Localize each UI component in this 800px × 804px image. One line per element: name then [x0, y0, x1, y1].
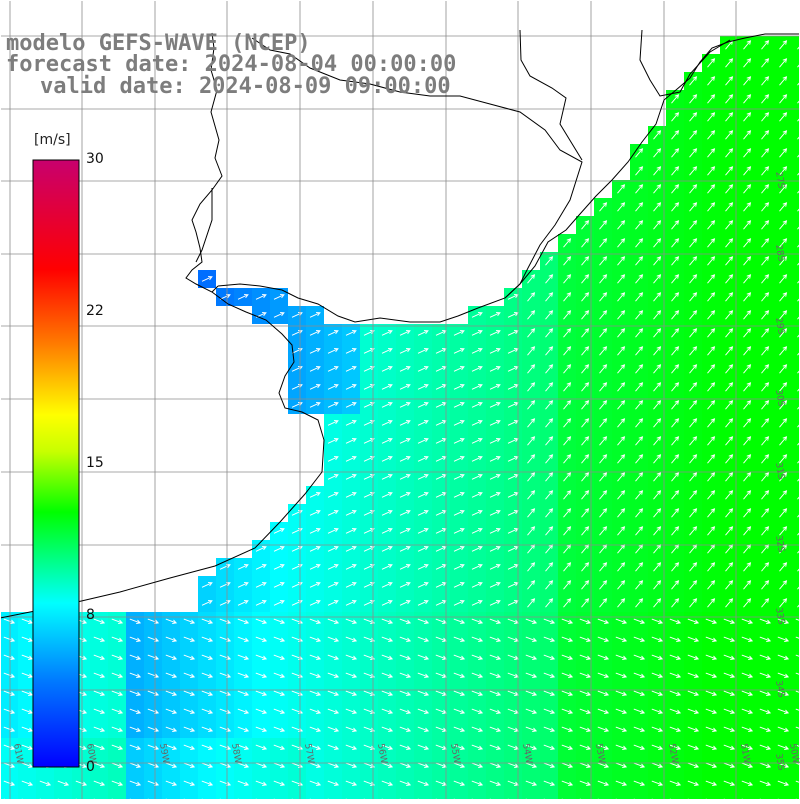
wind-speed-cell: [792, 576, 800, 594]
wind-speed-cell: [792, 144, 800, 162]
wind-speed-cell: [792, 90, 800, 108]
wind-speed-cell: [0, 792, 18, 800]
wind-speed-cell: [396, 792, 414, 800]
wind-speed-cell: [792, 540, 800, 558]
wind-speed-cell: [90, 792, 108, 800]
wind-speed-cell: [198, 792, 216, 800]
colorbar-tick-8: 8: [86, 607, 95, 623]
wind-speed-cell: [144, 792, 162, 800]
wind-speed-cell: [792, 342, 800, 360]
wind-speed-cell: [666, 792, 684, 800]
wind-speed-cell: [792, 252, 800, 270]
wind-speed-cell: [792, 684, 800, 702]
wind-speed-cell: [378, 792, 396, 800]
wind-speed-cell: [540, 792, 558, 800]
wind-speed-cell: [252, 792, 270, 800]
wind-speed-cell: [324, 792, 342, 800]
wind-speed-cell: [792, 774, 800, 792]
wind-speed-cell: [522, 792, 540, 800]
wind-speed-cell: [612, 792, 630, 800]
wind-speed-cell: [54, 792, 72, 800]
wind-speed-cell: [792, 288, 800, 306]
wind-speed-cell: [72, 792, 90, 800]
valid-date-title: valid date: 2024-08-09 09:00:00: [40, 76, 451, 98]
wind-speed-cell: [792, 126, 800, 144]
wind-speed-cell: [504, 792, 522, 800]
wind-speed-cell: [630, 792, 648, 800]
wind-speed-cell: [702, 792, 720, 800]
wind-speed-cell: [234, 792, 252, 800]
wind-speed-cell: [792, 612, 800, 630]
colorbar-tick-0: 0: [86, 759, 95, 775]
wind-speed-cell: [594, 792, 612, 800]
wind-speed-cell: [792, 306, 800, 324]
wind-speed-cell: [648, 792, 666, 800]
wind-speed-cell: [36, 792, 54, 800]
wind-speed-cell: [792, 630, 800, 648]
wind-speed-cell: [756, 792, 774, 800]
wind-speed-cell: [792, 414, 800, 432]
colorbar-tick-22: 22: [86, 303, 104, 319]
wind-speed-cell: [792, 54, 800, 72]
wind-speed-cell: [108, 792, 126, 800]
wind-speed-cell: [180, 792, 198, 800]
wind-speed-cell: [558, 792, 576, 800]
wind-speed-cell: [432, 792, 450, 800]
wind-speed-cell: [774, 792, 792, 800]
wind-speed-cell: [288, 792, 306, 800]
wind-speed-cell: [792, 450, 800, 468]
wind-speed-cell: [792, 36, 800, 54]
wind-speed-cell: [792, 108, 800, 126]
wind-speed-cell: [792, 360, 800, 378]
wind-speed-cell: [792, 504, 800, 522]
wind-speed-cell: [450, 792, 468, 800]
wind-speed-cell: [216, 792, 234, 800]
wind-speed-cell: [792, 270, 800, 288]
wind-speed-cell: [306, 792, 324, 800]
wind-speed-cell: [792, 594, 800, 612]
wind-speed-cell: [792, 378, 800, 396]
wind-speed-cell: [792, 432, 800, 450]
wind-speed-cell: [486, 792, 504, 800]
wind-speed-cell: [414, 792, 432, 800]
wind-speed-cell: [792, 666, 800, 684]
wind-speed-cell: [792, 216, 800, 234]
wind-speed-cell: [342, 792, 360, 800]
colorbar-unit-label: [m/s]: [34, 132, 71, 148]
wind-speed-cell: [792, 702, 800, 720]
wind-speed-cell: [720, 792, 738, 800]
wind-speed-cell: [792, 180, 800, 198]
wind-speed-cell: [162, 792, 180, 800]
wind-speed-cell: [792, 720, 800, 738]
wind-speed-cell: [792, 234, 800, 252]
wind-speed-cell: [792, 324, 800, 342]
wind-speed-cell: [738, 792, 756, 800]
wind-speed-cell: [792, 468, 800, 486]
wind-speed-cell: [18, 792, 36, 800]
wind-speed-cell: [792, 558, 800, 576]
wind-speed-cell: [684, 792, 702, 800]
colorbar-tick-30: 30: [86, 151, 104, 167]
wind-speed-cell: [792, 72, 800, 90]
forecast-date-title: forecast date: 2024-08-04 00:00:00: [6, 54, 456, 76]
wind-speed-cell: [792, 198, 800, 216]
colorbar: [33, 160, 79, 767]
wind-speed-cell: [792, 162, 800, 180]
wind-speed-cell: [468, 792, 486, 800]
wind-speed-cell: [792, 522, 800, 540]
wind-speed-cell: [792, 486, 800, 504]
wind-speed-cell: [270, 792, 288, 800]
ocean-layer: [0, 36, 800, 800]
colorbar-tick-15: 15: [86, 455, 104, 471]
wind-speed-cell: [792, 648, 800, 666]
wind-speed-cell: [360, 792, 378, 800]
wind-speed-cell: [126, 792, 144, 800]
